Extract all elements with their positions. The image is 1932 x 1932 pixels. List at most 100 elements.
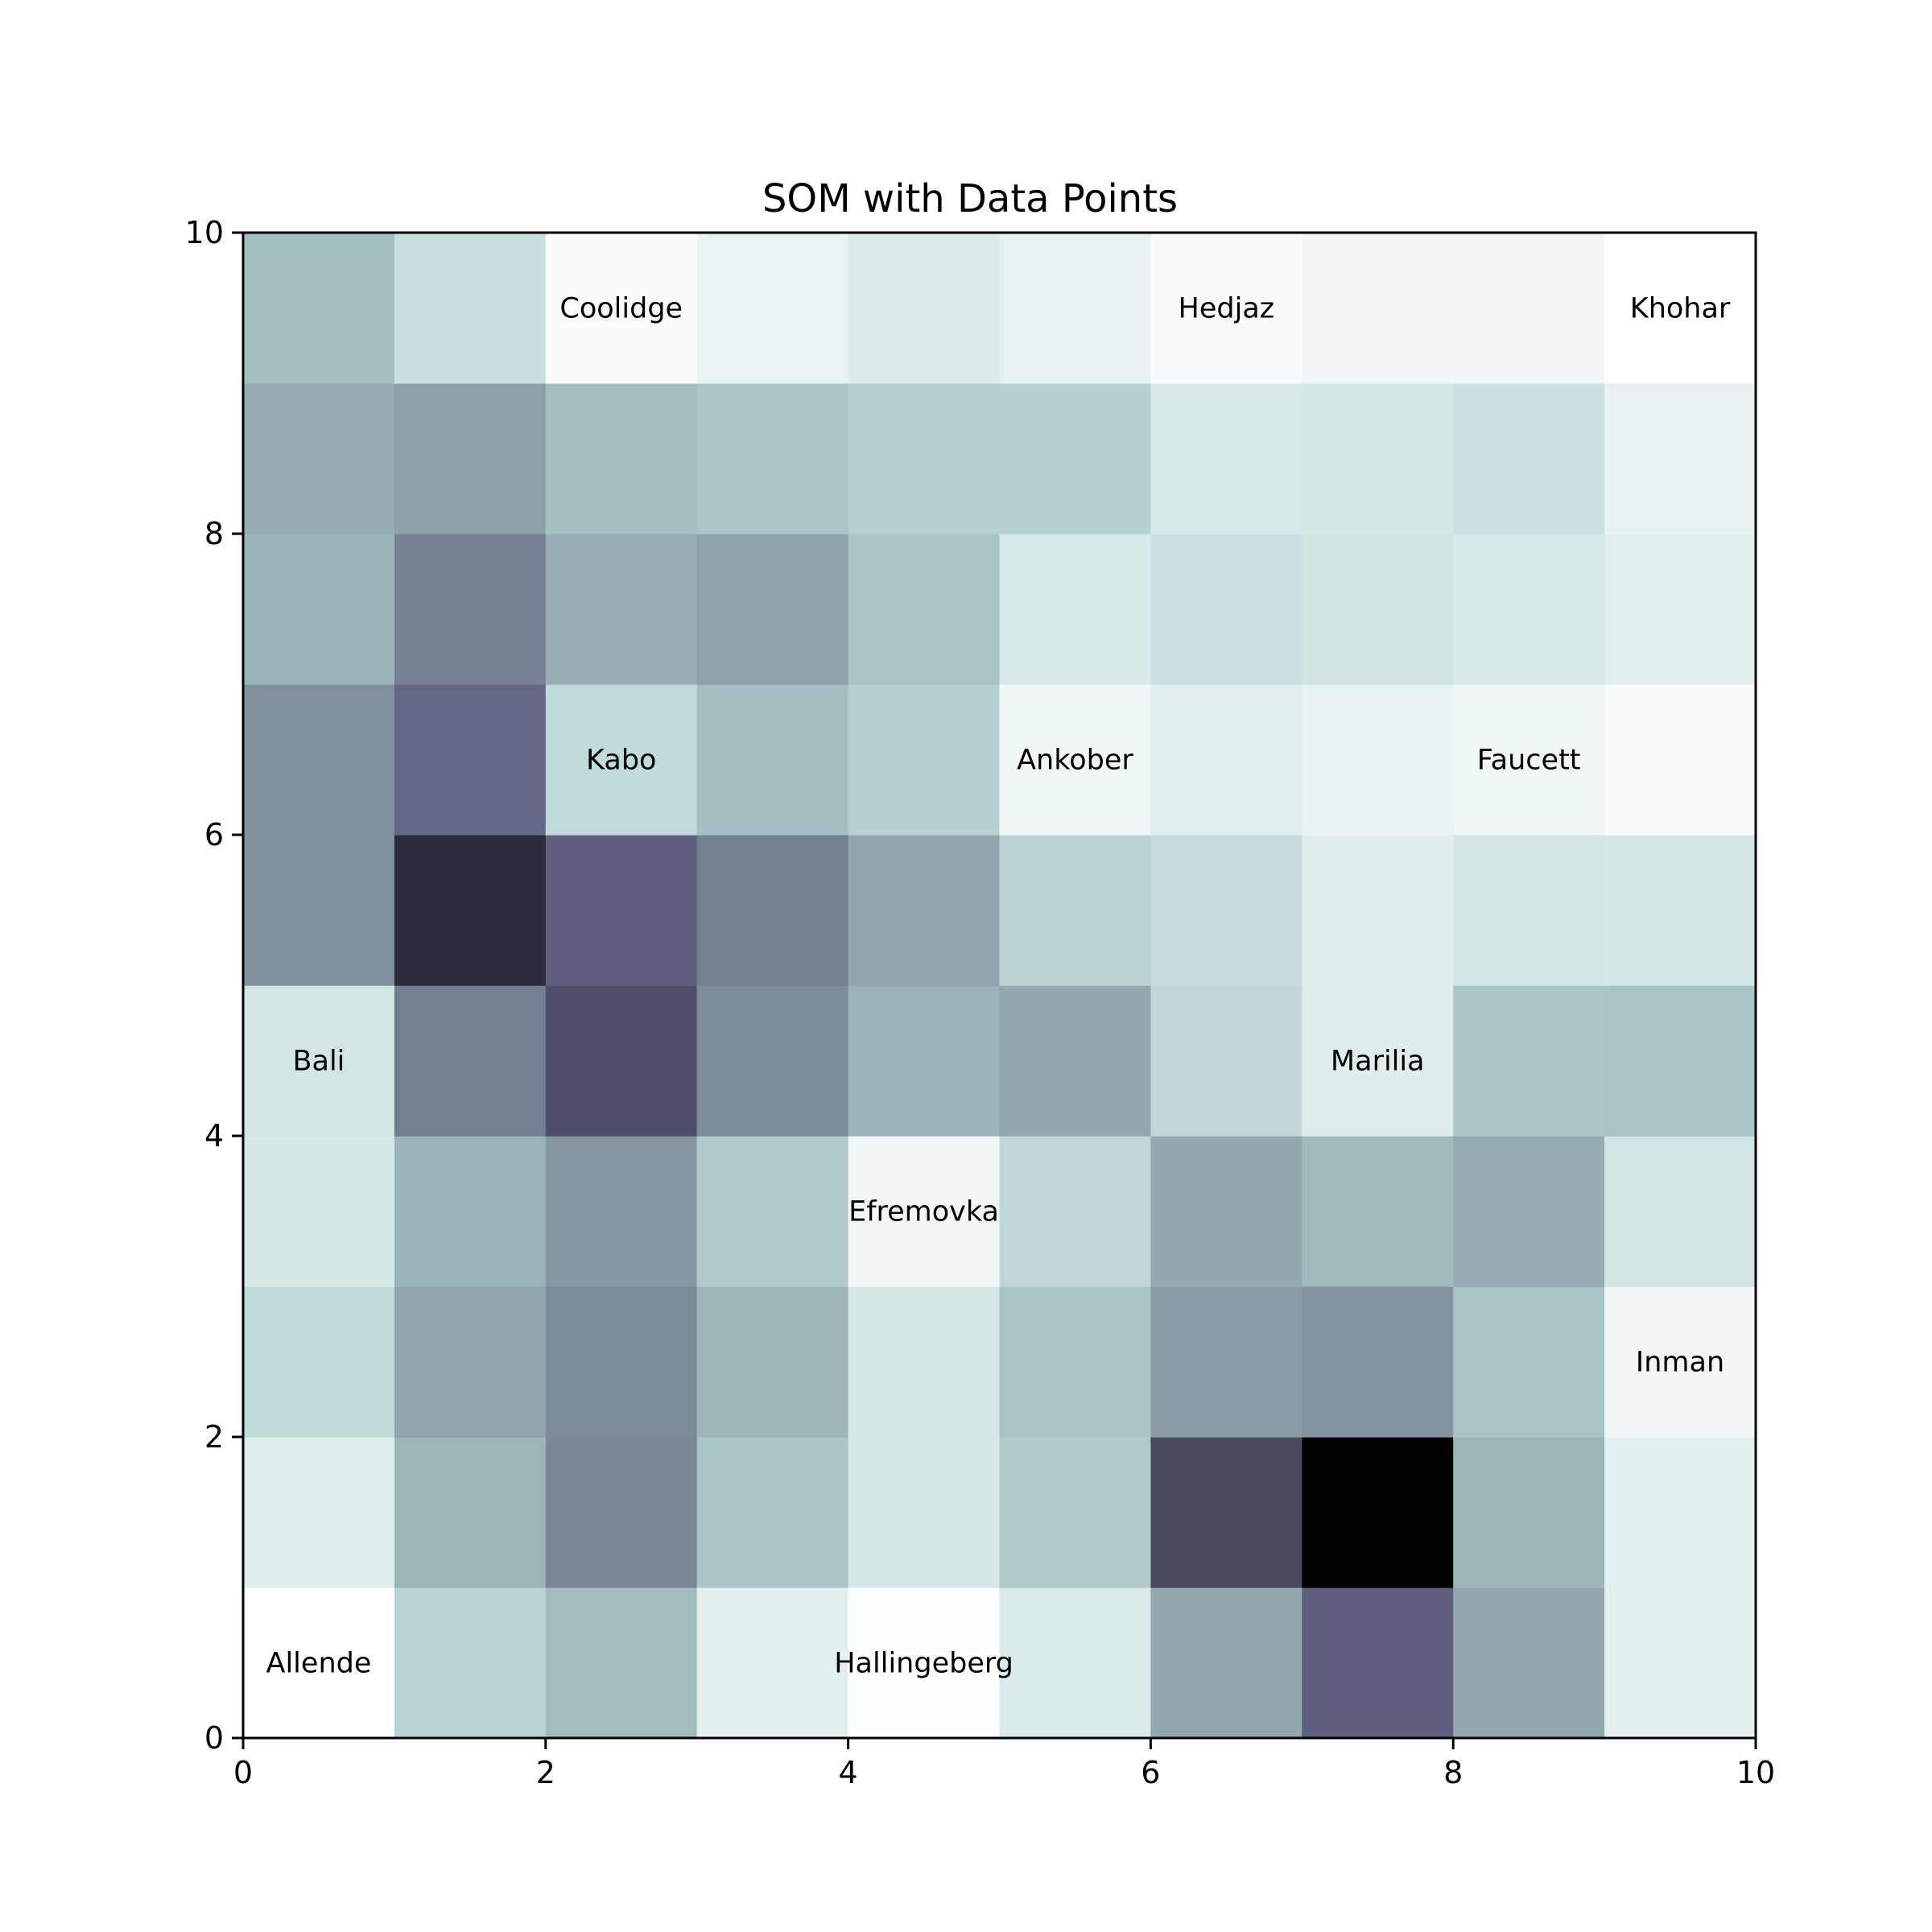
data-point-label: Kabo xyxy=(586,745,656,777)
heatmap-cell xyxy=(1302,233,1454,384)
heatmap-cell xyxy=(1302,383,1454,535)
heatmap-cell xyxy=(848,383,1001,535)
y-tick-label: 8 xyxy=(204,516,224,551)
heatmap-cell xyxy=(394,835,547,986)
heatmap-cell xyxy=(1150,1587,1302,1739)
data-point-label: Bali xyxy=(292,1046,345,1078)
data-point-label: Inman xyxy=(1636,1347,1724,1379)
heatmap-cell xyxy=(696,233,849,384)
x-tick-label: 4 xyxy=(839,1755,858,1790)
heatmap-cell xyxy=(1604,1587,1757,1739)
heatmap-cell xyxy=(1604,1136,1757,1287)
heatmap-cell xyxy=(1150,383,1302,535)
heatmap-cell xyxy=(1604,1286,1757,1438)
heatmap-cell xyxy=(1150,684,1302,836)
heatmap-cell xyxy=(394,1286,547,1438)
heatmap-cell xyxy=(1453,534,1605,685)
heatmap-cell xyxy=(1453,233,1605,384)
heatmap-cell xyxy=(999,1437,1151,1588)
heatmap-cell xyxy=(848,835,1001,986)
y-axis: 0 2 4 6 8 10 xyxy=(185,215,243,1756)
heatmap-cell xyxy=(545,233,698,384)
heatmap-cell xyxy=(545,835,698,986)
heatmap-cell xyxy=(243,1136,395,1287)
data-point-label: Ankober xyxy=(1017,745,1133,777)
heatmap-cell xyxy=(545,684,698,836)
data-point-label: Hallingeberg xyxy=(834,1648,1013,1680)
data-point-label: Faucett xyxy=(1477,745,1581,777)
heatmap-cell xyxy=(1302,1587,1454,1739)
heatmap-cell xyxy=(394,1587,547,1739)
x-tick-label: 8 xyxy=(1443,1755,1463,1790)
heatmap-cell xyxy=(545,1286,698,1438)
heatmap-cell xyxy=(696,985,849,1137)
y-tick-label: 6 xyxy=(204,817,224,852)
heatmap-cell xyxy=(1150,1286,1302,1438)
heatmap-cell xyxy=(1302,1437,1454,1588)
heatmap-cell xyxy=(1150,1437,1302,1588)
heatmap-cell xyxy=(243,1286,395,1438)
heatmap-cell xyxy=(1302,985,1454,1137)
heatmap-cell xyxy=(1453,835,1605,986)
heatmap-cell xyxy=(394,684,547,836)
y-tick-label: 4 xyxy=(204,1118,224,1154)
data-point-label: Khohar xyxy=(1630,293,1731,325)
x-axis: 0 2 4 6 8 10 xyxy=(233,1738,1775,1790)
heatmap-cell xyxy=(1604,233,1757,384)
heatmap-cell xyxy=(999,835,1151,986)
heatmap-cell xyxy=(696,684,849,836)
heatmap-cell xyxy=(1150,835,1302,986)
data-point-label: Hedjaz xyxy=(1179,293,1275,325)
heatmap-cell xyxy=(243,1437,395,1588)
heatmap-cell xyxy=(1302,684,1454,836)
heatmap-cell xyxy=(1453,985,1605,1137)
heatmap-cell xyxy=(999,985,1151,1137)
heatmap-cell xyxy=(1302,1136,1454,1287)
x-tick-label: 10 xyxy=(1736,1755,1775,1790)
heatmap-cell xyxy=(1453,1587,1605,1739)
heatmap-cells xyxy=(243,233,1757,1739)
heatmap-cell xyxy=(1604,383,1757,535)
heatmap-cell xyxy=(394,1437,547,1588)
heatmap-cell xyxy=(394,534,547,685)
heatmap-cell xyxy=(999,1286,1151,1438)
data-point-label: Marilia xyxy=(1331,1046,1425,1078)
heatmap-cell xyxy=(999,233,1151,384)
data-point-label: Allende xyxy=(266,1648,372,1680)
heatmap-cell xyxy=(1604,1437,1757,1588)
heatmap-cell xyxy=(545,1587,698,1739)
x-tick-label: 0 xyxy=(233,1755,253,1790)
heatmap-cell xyxy=(243,233,395,384)
x-tick-label: 2 xyxy=(536,1755,555,1790)
heatmap-cell xyxy=(1604,985,1757,1137)
heatmap-cell xyxy=(999,383,1151,535)
heatmap-cell xyxy=(848,1136,1001,1287)
heatmap-cell xyxy=(1604,534,1757,685)
heatmap-cell xyxy=(243,684,395,836)
heatmap-cell xyxy=(848,1437,1001,1588)
heatmap-cell xyxy=(545,383,698,535)
heatmap-cell xyxy=(696,1136,849,1287)
heatmap-cell xyxy=(1453,383,1605,535)
heatmap-cell xyxy=(394,985,547,1137)
heatmap-cell xyxy=(696,835,849,986)
heatmap-cell xyxy=(1150,233,1302,384)
heatmap-cell xyxy=(1150,534,1302,685)
heatmap-cell xyxy=(545,1136,698,1287)
heatmap-cell xyxy=(696,383,849,535)
heatmap-cell xyxy=(1150,1136,1302,1287)
heatmap-cell xyxy=(848,1286,1001,1438)
point-labels: Coolidge Hedjaz Khohar Kabo Ankober Faucett Ba… xyxy=(266,293,1731,1680)
heatmap-cell xyxy=(999,1587,1151,1739)
data-point-label: Coolidge xyxy=(559,293,683,325)
heatmap-cell xyxy=(999,684,1151,836)
heatmap-cell xyxy=(1302,534,1454,685)
heatmap-cell xyxy=(243,835,395,986)
heatmap-cell xyxy=(243,534,395,685)
heatmap-cell xyxy=(1453,684,1605,836)
heatmap-cell xyxy=(243,985,395,1137)
heatmap-cell xyxy=(999,1136,1151,1287)
heatmap-cell xyxy=(394,233,547,384)
heatmap-cell xyxy=(1604,835,1757,986)
heatmap-cell xyxy=(545,1437,698,1588)
